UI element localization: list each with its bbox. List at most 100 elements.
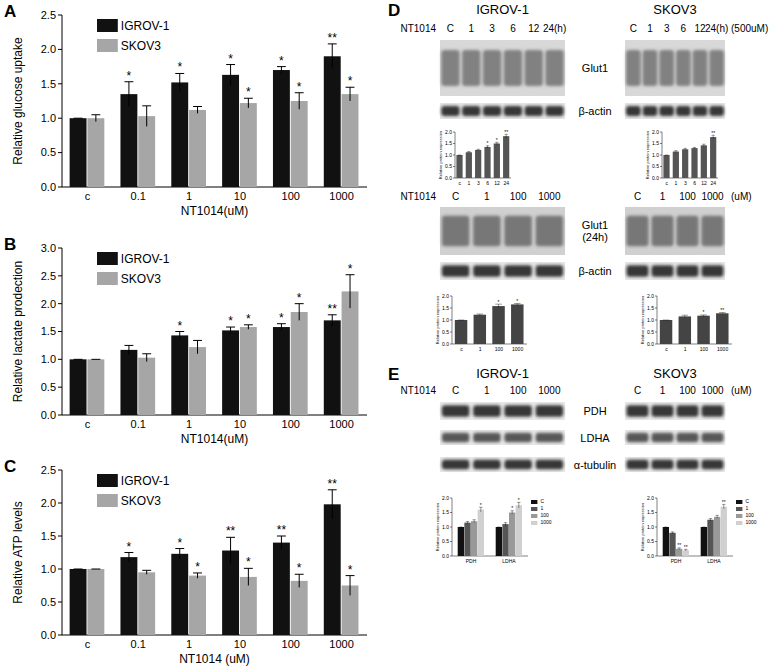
lane-label: 1 [660,191,666,202]
chart: 0.00.51.01.52.0PDH****LDHA**Relative pro… [640,495,757,564]
bar [701,527,707,556]
y-tick [655,556,657,557]
band [504,216,532,247]
significance: * [348,74,353,88]
y-tick-label: 1.5 [647,509,654,515]
y-tick-label: 1.5 [41,530,56,542]
significance: * [246,555,251,569]
error-line [230,327,231,334]
band [643,106,658,116]
blot-background [625,207,725,255]
row-label: α-tubulin [574,459,616,471]
significance: * [127,69,132,83]
blot-background [625,457,725,472]
error-bar [472,520,475,523]
y-tick [655,527,657,528]
error-cap [467,151,470,152]
error-line [684,315,685,317]
bar [291,101,308,187]
bar [683,550,689,556]
y-tick-label: 2.0 [442,293,449,299]
error-line [350,275,351,308]
band [536,405,564,417]
lane-label: 1 [647,23,653,34]
y-tick-label: 1.0 [647,317,654,323]
y-tick-label: 2.0 [442,495,449,501]
bar [707,520,713,556]
error-line [179,549,180,560]
error-line [479,314,480,315]
band [441,50,459,86]
error-bar [346,576,355,596]
legend-label: 1 [745,505,748,511]
error-cap [458,155,461,156]
y-tick-label: 0.5 [647,538,654,544]
bar [701,145,707,178]
x-tick-label: 0.1 [131,418,146,430]
error-cap [684,148,687,149]
band [536,265,564,277]
legend-swatch [97,272,118,285]
band [652,433,674,443]
lane-label: 3 [664,23,670,34]
bar [721,507,727,556]
y-tick-label: 2.0 [41,43,56,55]
panel-letter: B [4,235,16,254]
error-line [299,93,300,110]
bar [516,505,522,556]
bar [171,82,188,187]
error-cap [663,320,670,321]
error-bar [664,527,667,528]
bar [663,155,669,178]
bar [189,110,206,187]
error-bar [477,149,480,150]
bar [70,359,87,415]
y-tick [58,569,62,570]
marks [458,502,522,556]
error-cap [693,147,696,148]
y-tick [450,556,452,557]
lane-label: 100 [679,191,696,202]
legend-label: C [540,498,544,504]
y-tick-label: 0.0 [445,175,452,181]
y-tick-label: 3.0 [41,242,56,254]
error-bar [328,315,337,326]
error-bar [709,519,712,521]
bar [475,150,481,178]
band [462,106,480,116]
y-tick [58,387,62,388]
band [693,106,708,116]
error-bar [517,502,520,508]
error-line [703,144,704,146]
significance: * [297,80,302,94]
error-line [230,537,231,563]
legend-swatch [97,252,118,265]
bar [511,304,523,344]
x-tick-label: 24 [504,180,510,186]
error-bar [712,135,715,139]
error-line [675,151,676,153]
y-tick [655,308,657,309]
y-tick [453,143,455,144]
band [473,405,501,417]
marks [456,134,509,178]
y-tick-label: 0.0 [41,629,56,641]
band [627,216,649,247]
chart: 0.00.51.01.52.0c1100*1000*Relative prote… [435,293,527,352]
bar [222,75,239,187]
error-line [685,148,686,150]
row-label: PDH [583,405,606,417]
significance: * [518,497,520,503]
y-tick-label: 1.0 [652,152,659,158]
y-tick [58,118,62,119]
band [536,433,564,443]
bar [273,70,290,187]
error-bar [674,151,677,153]
band [504,265,532,277]
panel-letter: D [388,1,400,20]
error-cap [466,521,469,522]
x-tick-label: 6 [693,180,696,186]
y-label: Relative ATP levels [11,501,25,603]
bar [669,533,675,556]
error-cap [91,114,100,115]
